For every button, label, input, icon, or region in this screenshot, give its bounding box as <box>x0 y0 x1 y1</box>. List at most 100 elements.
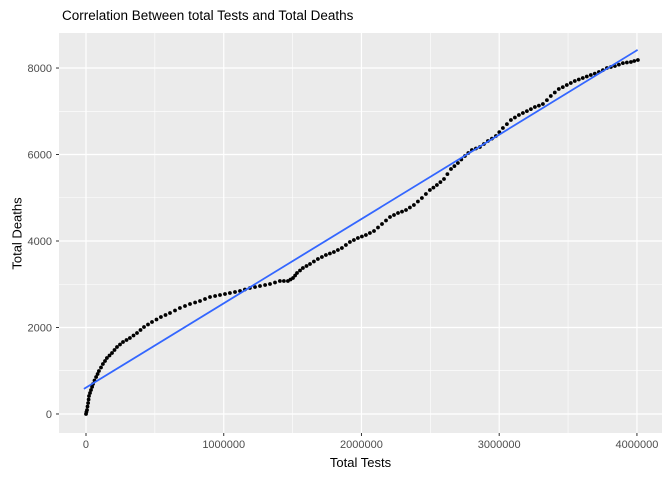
scatter-point <box>304 264 309 268</box>
scatter-point <box>320 255 324 259</box>
scatter-point <box>442 177 446 181</box>
regression-line <box>83 49 639 390</box>
scatter-point <box>509 118 513 122</box>
scatter-point <box>146 322 150 327</box>
scatter-point <box>115 345 119 349</box>
scatter-point <box>85 404 90 409</box>
x-axis-tick-label: 3000000 <box>478 439 521 451</box>
scatter-point <box>344 243 348 247</box>
scatter-point <box>97 369 101 373</box>
scatter-point <box>178 306 182 310</box>
scatter-point <box>233 290 237 294</box>
scatter-point <box>629 60 633 64</box>
scatter-point <box>560 85 565 89</box>
scatter-point <box>213 294 218 298</box>
scatter-point <box>278 279 282 283</box>
chart-title: Correlation Between total Tests and Tota… <box>62 8 354 23</box>
scatter-point <box>88 391 92 395</box>
scatter-point <box>291 276 295 280</box>
scatter-point <box>368 231 372 235</box>
scatter-point <box>416 199 420 204</box>
scatter-point <box>208 295 212 299</box>
scatter-point <box>253 285 257 289</box>
scatter-point <box>356 236 360 240</box>
scatter-point <box>301 266 305 270</box>
scatter-point <box>118 342 122 347</box>
scatter-point <box>525 109 529 113</box>
scatter-point <box>218 293 222 297</box>
scatter-point <box>90 385 94 389</box>
scatter-point <box>154 317 159 322</box>
scatter-point <box>420 196 424 200</box>
scatter-point <box>124 338 129 342</box>
scatter-point <box>572 79 577 83</box>
scatter-point <box>203 297 207 301</box>
scatter-point <box>545 98 549 102</box>
scatter-point <box>568 81 573 85</box>
scatter-point <box>552 90 557 95</box>
scatter-point <box>424 192 428 196</box>
scatter-point <box>87 394 91 398</box>
scatter-point <box>86 401 90 405</box>
scatter-point <box>537 103 541 108</box>
scatter-point <box>384 218 388 223</box>
scatter-point <box>298 268 302 273</box>
scatter-point <box>282 279 286 283</box>
scatter-point <box>173 308 177 313</box>
scatter-point <box>428 188 432 192</box>
scatter-point <box>632 59 637 63</box>
scatter-point <box>188 302 192 306</box>
scatter-point <box>183 304 187 308</box>
scatter-point <box>348 240 352 244</box>
scatter-point <box>636 58 640 62</box>
scatter-point <box>505 122 509 126</box>
scatter-point <box>400 209 404 214</box>
scatter-point <box>95 372 100 376</box>
y-axis-tick-label: 2000 <box>28 322 52 334</box>
scatter-point <box>328 251 332 256</box>
scatter-point <box>513 115 517 120</box>
scatter-point <box>452 164 457 169</box>
scatter-point <box>445 172 450 177</box>
scatter-point <box>110 351 114 355</box>
y-axis-tick-label: 4000 <box>28 236 52 248</box>
scatter-point <box>352 238 356 242</box>
scatter-point <box>340 246 344 250</box>
scatter-point <box>324 253 328 257</box>
scatter-point <box>99 365 103 370</box>
scatter-point <box>89 388 93 392</box>
scatter-point <box>336 248 340 252</box>
scatter-point <box>521 111 525 115</box>
scatter-point <box>138 328 143 332</box>
scatter-point <box>168 311 172 315</box>
scatter-point <box>198 299 202 303</box>
scatter-point <box>268 282 272 286</box>
scatter-point <box>580 76 585 80</box>
scatter-point <box>159 315 163 319</box>
scatter-point <box>107 353 112 358</box>
scatter-point <box>435 183 439 187</box>
y-axis-tick-label: 0 <box>46 409 52 421</box>
scatter-point <box>621 61 625 65</box>
scatter-point <box>228 291 232 295</box>
scatter-point <box>376 225 380 230</box>
scatter-point <box>142 325 146 329</box>
scatter-point <box>86 397 91 402</box>
scatter-point <box>105 356 109 360</box>
scatter-point <box>564 83 569 87</box>
scatter-point <box>438 180 443 185</box>
y-axis-tick-label: 6000 <box>28 150 52 162</box>
scatter-point <box>576 77 581 82</box>
scatter-point <box>449 167 453 171</box>
scatter-point <box>412 203 416 207</box>
scatter-point <box>131 333 136 338</box>
scatter-point <box>135 331 139 335</box>
scatter-point <box>617 62 621 67</box>
scatter-point <box>121 340 125 344</box>
scatter-point <box>223 292 227 296</box>
scatter-point <box>380 222 384 226</box>
x-axis-title: Total Tests <box>329 455 392 470</box>
scatter-point <box>388 215 392 219</box>
